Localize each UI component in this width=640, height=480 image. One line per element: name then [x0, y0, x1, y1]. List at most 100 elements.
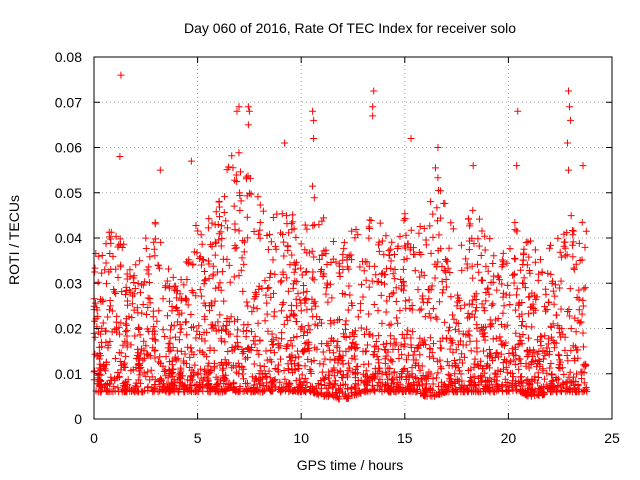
- data-point: [535, 385, 543, 393]
- data-point: [564, 308, 572, 316]
- data-point: [297, 307, 305, 315]
- data-point: [394, 319, 402, 327]
- data-point: [377, 279, 385, 287]
- data-point: [386, 251, 394, 259]
- data-point: [552, 339, 560, 347]
- data-point: [251, 332, 259, 340]
- data-point: [256, 219, 264, 227]
- data-point: [235, 149, 243, 157]
- data-point: [387, 320, 395, 328]
- data-point: [325, 384, 333, 392]
- data-point: [129, 366, 137, 374]
- data-point: [307, 382, 315, 390]
- data-point: [424, 372, 432, 380]
- data-point: [471, 355, 479, 363]
- data-point: [560, 370, 568, 378]
- data-point: [317, 380, 325, 388]
- data-point: [531, 386, 539, 394]
- data-point: [575, 286, 583, 294]
- data-point: [236, 191, 244, 199]
- data-point: [283, 313, 291, 321]
- data-point: [556, 248, 564, 256]
- data-point: [411, 267, 419, 275]
- data-point: [135, 325, 143, 333]
- chart-title: Day 060 of 2016, Rate Of TEC Index for r…: [184, 20, 516, 36]
- data-point: [188, 373, 196, 381]
- data-point: [432, 374, 440, 382]
- data-point: [287, 307, 295, 315]
- data-point: [329, 237, 337, 245]
- data-point: [528, 289, 536, 297]
- data-point: [217, 242, 225, 250]
- peak-data-point: [233, 107, 241, 115]
- data-point: [112, 232, 120, 240]
- data-point: [171, 382, 179, 390]
- data-point: [442, 276, 450, 284]
- data-point: [130, 272, 138, 280]
- data-point: [362, 276, 370, 284]
- data-point: [238, 370, 246, 378]
- data-point: [446, 268, 454, 276]
- data-point: [256, 234, 264, 242]
- data-point: [342, 334, 350, 342]
- data-point: [464, 331, 472, 339]
- data-point: [310, 253, 318, 261]
- data-point: [321, 381, 329, 389]
- data-point: [447, 293, 455, 301]
- peak-data-point: [116, 153, 124, 161]
- data-point: [458, 350, 466, 358]
- data-point: [271, 375, 279, 383]
- data-point: [524, 392, 532, 400]
- data-point: [513, 291, 521, 299]
- data-point: [419, 292, 427, 300]
- data-point: [131, 382, 139, 390]
- data-point: [280, 252, 288, 260]
- data-point: [490, 252, 498, 260]
- data-point: [284, 316, 292, 324]
- data-point: [583, 388, 591, 396]
- data-point: [453, 376, 461, 384]
- data-point: [519, 256, 527, 264]
- data-point: [322, 284, 330, 292]
- data-point: [429, 233, 437, 241]
- data-point: [222, 386, 230, 394]
- data-point: [204, 224, 212, 232]
- data-point: [428, 282, 436, 290]
- data-point: [557, 305, 565, 313]
- data-point: [472, 290, 480, 298]
- data-point: [481, 307, 489, 315]
- data-point: [184, 343, 192, 351]
- x-tick-label: 20: [501, 430, 517, 446]
- data-point: [197, 374, 205, 382]
- data-point: [367, 217, 375, 225]
- peak-data-point: [187, 157, 195, 165]
- data-point: [287, 357, 295, 365]
- data-point: [478, 323, 486, 331]
- data-point: [321, 355, 329, 363]
- data-point: [112, 290, 120, 298]
- data-point: [216, 213, 224, 221]
- data-point: [365, 360, 373, 368]
- data-point: [357, 281, 365, 289]
- data-point: [122, 283, 130, 291]
- data-point: [150, 238, 158, 246]
- data-point: [382, 308, 390, 316]
- data-point: [236, 207, 244, 215]
- data-point: [569, 253, 577, 261]
- data-point: [518, 322, 526, 330]
- data-point: [434, 174, 442, 182]
- data-point: [300, 378, 308, 386]
- data-point: [263, 382, 271, 390]
- data-point: [282, 212, 290, 220]
- data-point: [535, 348, 543, 356]
- data-point: [110, 383, 118, 391]
- data-point: [243, 298, 251, 306]
- data-point: [311, 298, 319, 306]
- data-point: [530, 304, 538, 312]
- data-point: [295, 362, 303, 370]
- data-point: [566, 368, 574, 376]
- data-point: [455, 367, 463, 375]
- y-tick-label: 0.04: [55, 230, 82, 246]
- data-point: [429, 210, 437, 218]
- data-point: [492, 370, 500, 378]
